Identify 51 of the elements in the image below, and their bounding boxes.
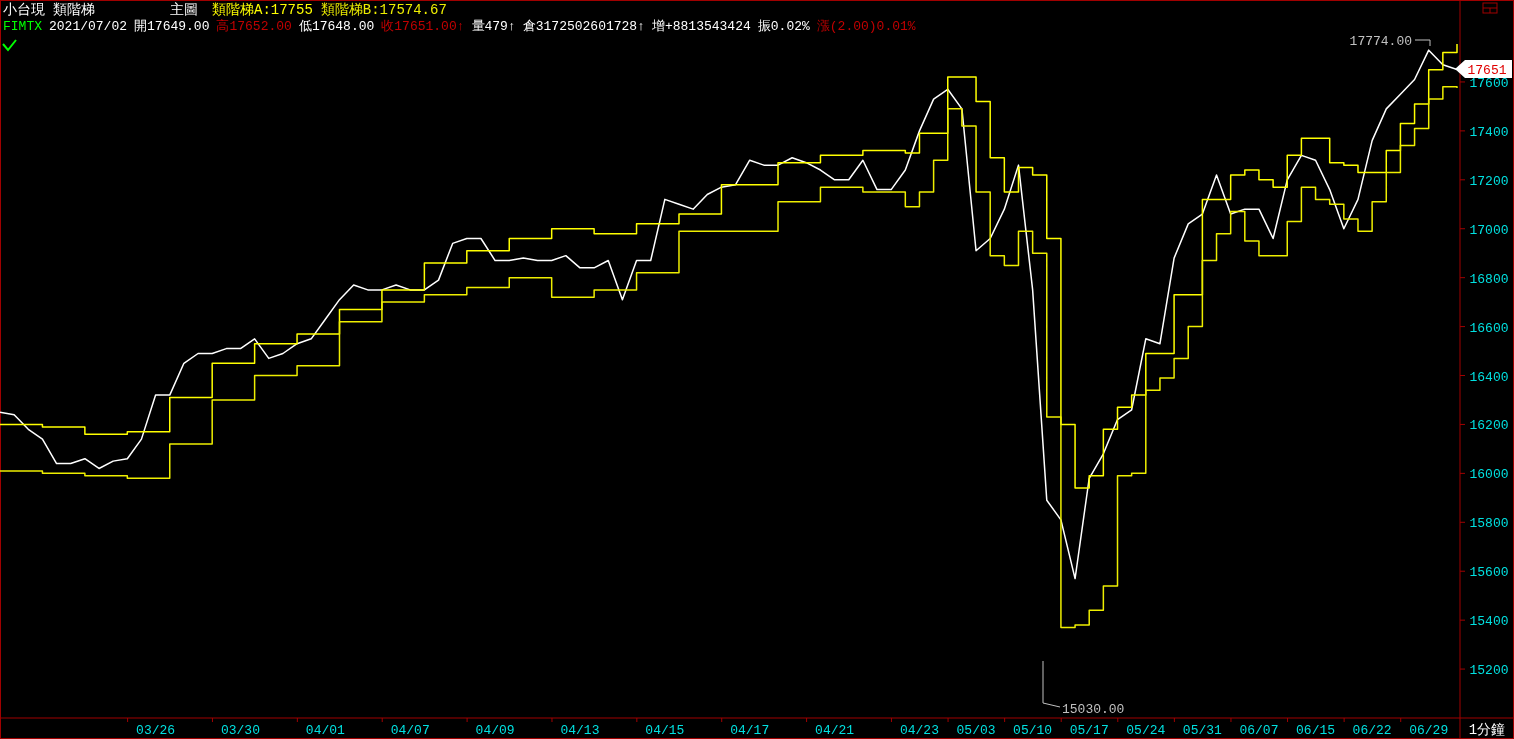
annotation: 振0.02% xyxy=(757,19,810,34)
y-tick-label: 17400 xyxy=(1469,124,1509,140)
x-tick-label: 05/10 xyxy=(1013,723,1053,738)
annotation: 15030.00 xyxy=(1062,702,1125,717)
text: 1分鐘 xyxy=(1468,722,1506,738)
x-tick-label: 04/21 xyxy=(815,723,855,738)
annotation: 收17651.00↑ xyxy=(381,19,465,34)
x-tick-label: 03/26 xyxy=(136,723,176,738)
y-tick-label: 16200 xyxy=(1469,418,1509,434)
x-tick-label: 04/17 xyxy=(730,723,770,738)
x-tick-label: 04/23 xyxy=(899,723,939,738)
annotation: 開17649.00 xyxy=(134,19,210,34)
y-tick-label: 16600 xyxy=(1469,320,1509,336)
x-tick-label: 05/17 xyxy=(1069,723,1109,738)
annotation: 增+8813543424 xyxy=(650,19,751,34)
x-tick-label: 04/01 xyxy=(305,723,346,738)
y-tick-label: 17200 xyxy=(1469,173,1509,189)
y-tick-label: 15400 xyxy=(1469,614,1509,630)
y-tick-label: 17600 xyxy=(1469,75,1509,91)
y-tick-label: 16800 xyxy=(1469,271,1509,287)
x-tick-label: 05/03 xyxy=(956,723,996,738)
y-tick-label: 15200 xyxy=(1469,663,1509,679)
annotation: 量479↑ xyxy=(471,19,516,34)
text: 類階梯A:17755 xyxy=(212,2,313,18)
x-tick-label: 05/31 xyxy=(1182,723,1223,738)
annotation: 漲(2.00)0.01% xyxy=(816,19,916,34)
y-tick-label: 16000 xyxy=(1469,467,1509,483)
y-tick-label: 16400 xyxy=(1469,369,1509,385)
x-tick-label: 04/07 xyxy=(390,723,430,738)
text: 17651 xyxy=(1467,63,1507,78)
text: 類階梯B:17574.67 xyxy=(320,2,447,18)
x-tick-label: 06/15 xyxy=(1296,723,1336,738)
x-tick-label: 06/29 xyxy=(1409,723,1449,738)
x-tick-label: 06/22 xyxy=(1352,723,1392,738)
x-tick-label: 05/24 xyxy=(1126,723,1166,738)
chart-subtitle: 主圖 xyxy=(170,2,198,18)
annotation: 17774.00 xyxy=(1349,34,1412,49)
x-tick-label: 04/13 xyxy=(560,723,600,738)
annotation: 2021/07/02 xyxy=(49,19,128,34)
x-tick-label: 04/09 xyxy=(475,723,515,738)
chart-title: 小台現 類階梯 xyxy=(3,2,96,18)
y-tick-label: 15800 xyxy=(1469,516,1509,532)
y-tick-label: 15600 xyxy=(1469,565,1509,581)
y-tick-label: 17000 xyxy=(1469,222,1509,238)
annotation: 低17648.00 xyxy=(298,19,375,34)
annotation: 倉3172502601728↑ xyxy=(522,19,645,34)
annotation: FIMTX xyxy=(3,19,43,34)
x-tick-label: 04/15 xyxy=(645,723,685,738)
x-tick-label: 06/07 xyxy=(1239,723,1279,738)
x-tick-label: 03/30 xyxy=(220,723,260,738)
annotation: 高17652.00 xyxy=(216,18,292,34)
